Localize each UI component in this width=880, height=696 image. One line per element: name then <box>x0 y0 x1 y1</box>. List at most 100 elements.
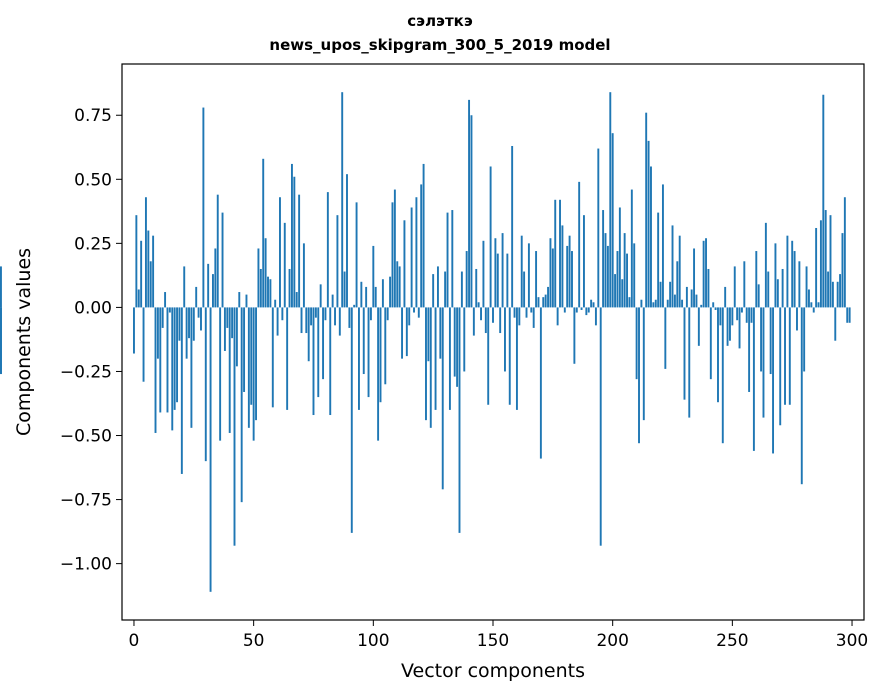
bar-component-240 <box>707 268 710 308</box>
bar-component-266 <box>769 307 772 375</box>
bar-component-45 <box>240 307 243 503</box>
bar-component-66 <box>290 163 293 308</box>
bar-component-129 <box>441 307 444 490</box>
bar-component-144 <box>477 302 480 308</box>
bar-component-166 <box>530 307 533 313</box>
bar-component-233 <box>690 289 693 308</box>
bar-component-229 <box>681 299 684 308</box>
bar-component-84 <box>334 307 336 326</box>
bar-component-28 <box>200 307 202 331</box>
bar-component-267 <box>772 307 775 454</box>
bar-component-246 <box>721 307 724 444</box>
bar-component-26 <box>195 286 198 308</box>
bar-component-114 <box>405 307 408 357</box>
bar-component-176 <box>554 199 557 308</box>
bar-component-250 <box>731 307 734 326</box>
bar-component-251 <box>733 266 736 308</box>
bar-component-253 <box>738 307 741 349</box>
bar-component-268 <box>774 243 777 308</box>
bar-component-81 <box>326 192 329 308</box>
bar-component-69 <box>298 194 301 308</box>
bar-component-292 <box>831 281 834 308</box>
bar-component-177 <box>556 307 559 326</box>
bar-component-100 <box>372 245 375 308</box>
bar-component-231 <box>685 286 688 308</box>
bar-component-286 <box>817 302 820 308</box>
bar-component-39 <box>226 307 229 328</box>
bar-component-216 <box>650 166 652 308</box>
bar-component-147 <box>484 307 487 334</box>
bar-component-217 <box>652 302 655 308</box>
bar-component-116 <box>410 207 413 308</box>
bar-component-76 <box>314 307 317 318</box>
bar-component-62 <box>281 307 284 321</box>
y-axis-label: Components values <box>13 248 35 436</box>
y-tick-label: −0.50 <box>60 427 112 447</box>
bar-component-48 <box>247 307 250 428</box>
bar-component-241 <box>709 307 712 380</box>
bar-component-205 <box>623 233 626 308</box>
bar-component-97 <box>365 286 368 308</box>
bar-component-107 <box>389 276 392 308</box>
bar-component-35 <box>216 194 219 308</box>
x-axis-ticks: 0 50 100 150 200 250 300 <box>129 620 868 651</box>
bar-component-34 <box>214 248 217 308</box>
bar-component-198 <box>606 245 609 308</box>
bar-component-249 <box>729 307 731 341</box>
bar-component-255 <box>743 261 746 308</box>
bar-component-298 <box>846 307 849 323</box>
bar-component-270 <box>779 307 782 426</box>
bar-component-88 <box>343 271 346 308</box>
y-tick-label: −1.00 <box>60 555 112 575</box>
plot-frame <box>121 63 865 621</box>
bar-component-290 <box>827 271 830 308</box>
bar-component-218 <box>654 299 657 308</box>
bar-component-115 <box>408 307 411 326</box>
y-tick-label: 0.50 <box>74 170 112 190</box>
bar-component-37 <box>221 212 224 308</box>
bar-component-165 <box>527 243 530 308</box>
bar-component-274 <box>788 307 791 405</box>
bar-component-109 <box>393 189 396 308</box>
bar-component-186 <box>578 181 581 308</box>
bar-component-264 <box>764 222 767 308</box>
bar-component-10 <box>156 307 159 359</box>
bar-component-101 <box>374 286 377 308</box>
bar-component-179 <box>561 225 564 308</box>
x-tick-label: 300 <box>836 631 868 651</box>
bar-component-53 <box>259 268 262 308</box>
bar-component-117 <box>413 307 415 313</box>
bar-component-260 <box>755 251 758 308</box>
bar-component-263 <box>762 307 765 418</box>
bar-component-122 <box>425 307 427 421</box>
bar-component-206 <box>626 253 628 308</box>
bar-component-283 <box>810 302 813 308</box>
bar-component-71 <box>302 243 305 308</box>
bar-component-9 <box>154 307 157 433</box>
bar-component-276 <box>793 251 796 308</box>
bar-component-111 <box>398 266 401 308</box>
x-axis-label: Vector components <box>401 660 585 682</box>
bar-component-143 <box>475 268 478 308</box>
bar-component-174 <box>549 238 552 308</box>
bar-component-90 <box>348 307 351 328</box>
bar-component-27 <box>197 307 200 318</box>
bar-component-42 <box>233 307 236 546</box>
bar-component-43 <box>235 307 238 367</box>
bar-component-undefined <box>0 266 2 308</box>
bar-component-141 <box>470 115 473 308</box>
bar-component-169 <box>537 297 540 308</box>
bar-component-58 <box>271 307 274 408</box>
bar-component-213 <box>642 307 645 421</box>
bar-component-102 <box>377 307 380 441</box>
bar-component-248 <box>726 307 729 346</box>
bar-component-197 <box>604 233 607 308</box>
bar-component-189 <box>585 307 588 316</box>
y-tick-label: 0.75 <box>74 106 112 126</box>
bar-component-72 <box>305 307 308 334</box>
bar-component-154 <box>501 233 504 308</box>
bar-component-291 <box>829 215 832 308</box>
bar-component-193 <box>594 307 597 326</box>
bar-component-237 <box>700 304 703 308</box>
bar-component-85 <box>336 215 339 308</box>
